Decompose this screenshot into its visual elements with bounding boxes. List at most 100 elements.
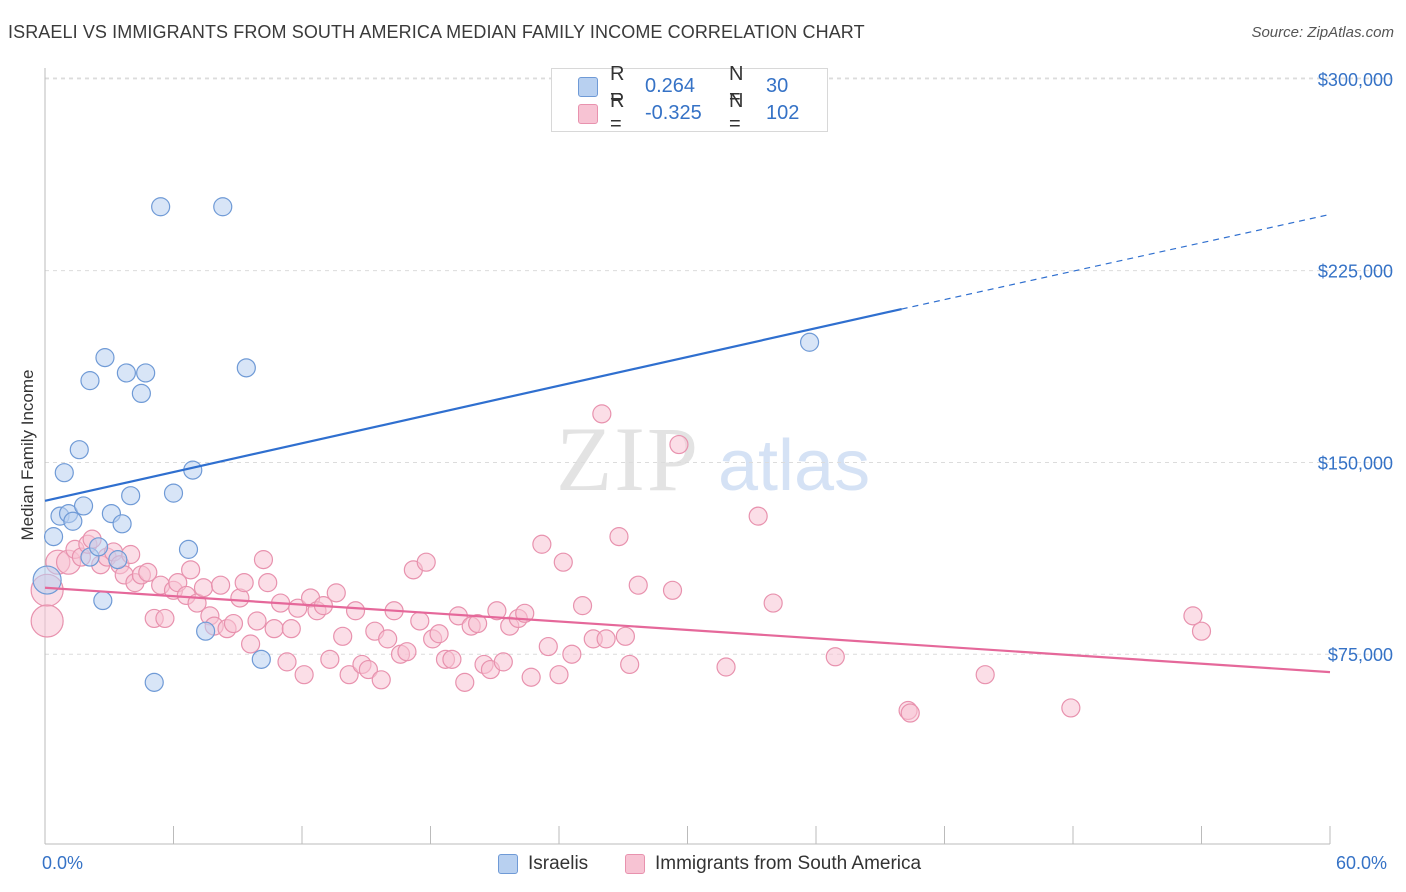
legend-r-label: R = [610,90,625,135]
data-point [181,560,201,580]
data-point [900,703,920,723]
series-immigrants-points [30,404,1212,723]
data-point [549,665,569,685]
legend-r-value: 0.264 [645,74,696,97]
data-point [163,483,184,503]
data-point [975,665,995,685]
data-point [234,573,254,593]
data-point [93,590,113,611]
axes [44,68,1331,845]
data-point [763,593,783,613]
data-point [326,583,346,603]
legend-item-immigrants: Immigrants from South America [625,852,921,876]
legend-r-value: -0.325 [645,101,702,124]
data-point [410,611,430,631]
legend-n-label: N = [729,90,744,135]
data-point [339,665,359,685]
data-point [155,608,175,629]
data-point [294,665,314,685]
data-point [30,604,64,638]
data-point [247,611,267,631]
data-point [193,578,214,598]
data-point [799,332,820,352]
data-point [138,562,158,583]
legend-label-israelis: Israelis [528,853,589,874]
data-point [131,383,151,404]
legend-item-israelis: Israelis [498,852,588,876]
data-point [213,197,233,217]
data-point [211,575,231,595]
y-tick-label: $150,000 [1318,453,1393,473]
legend-r-label: R = [610,63,625,108]
legend-swatch-blue [578,77,598,97]
legend-n-value: 30 [766,74,789,97]
data-point [258,573,278,593]
trend-line-immigrants [44,586,1331,674]
data-point [144,672,164,692]
y-tick-label: $75,000 [1328,645,1393,665]
data-point [669,434,689,455]
data-point [615,626,635,646]
data-point [136,363,156,383]
data-point [95,348,115,368]
legend-swatch-pink [625,854,645,874]
data-point [662,580,683,600]
data-point [63,511,83,531]
legend-n-label: N = [729,63,744,108]
legend-swatch-pink [578,104,598,124]
data-point [1183,606,1203,626]
data-point [538,636,558,657]
data-point [442,649,462,669]
data-point [80,371,100,391]
data-point [468,613,488,634]
data-point [277,652,297,672]
data-point [397,642,417,662]
data-point [241,634,261,654]
y-tick-label: $225,000 [1318,262,1393,282]
y-tick-label: $300,000 [1318,70,1393,90]
data-point [596,629,616,649]
data-point [73,496,94,516]
watermark-zip: ZIP [556,408,700,510]
data-point [281,619,301,639]
source-label: Source: ZipAtlas.com [1251,24,1394,41]
data-point [515,603,535,623]
legend-n-value: 102 [766,101,800,124]
data-point [333,626,353,646]
data-point [572,596,593,616]
x-tick-label-min: 0.0% [42,853,84,873]
data-point [628,575,648,595]
data-point [345,601,366,621]
data-point [1191,621,1212,641]
data-point [378,629,398,649]
data-point [112,514,132,534]
watermark-atlas: atlas [718,426,870,506]
data-point [521,667,541,687]
data-point [121,486,141,506]
data-point [88,537,109,557]
trend-line-israelis-extension [901,213,1331,310]
data-point [54,463,74,483]
data-point [223,613,244,634]
data-point [151,197,171,217]
trend-lines [44,213,1331,674]
chart-title: ISRAELI VS IMMIGRANTS FROM SOUTH AMERICA… [8,22,865,42]
data-point [493,652,513,672]
data-point [429,624,449,644]
data-point [253,550,274,570]
legend-label-immigrants: Immigrants from South America [655,853,922,874]
data-point [32,565,62,595]
x-tick-label-max: 60.0% [1336,853,1388,873]
legend-swatch-blue [498,854,518,874]
series-israelis-points [32,197,820,692]
data-point [455,672,475,692]
data-point [620,654,640,675]
data-point [1061,698,1081,718]
data-point [251,649,271,669]
data-point [108,550,128,570]
data-point [196,621,216,641]
data-point [716,657,736,677]
data-point [236,358,256,378]
data-point [320,649,340,669]
